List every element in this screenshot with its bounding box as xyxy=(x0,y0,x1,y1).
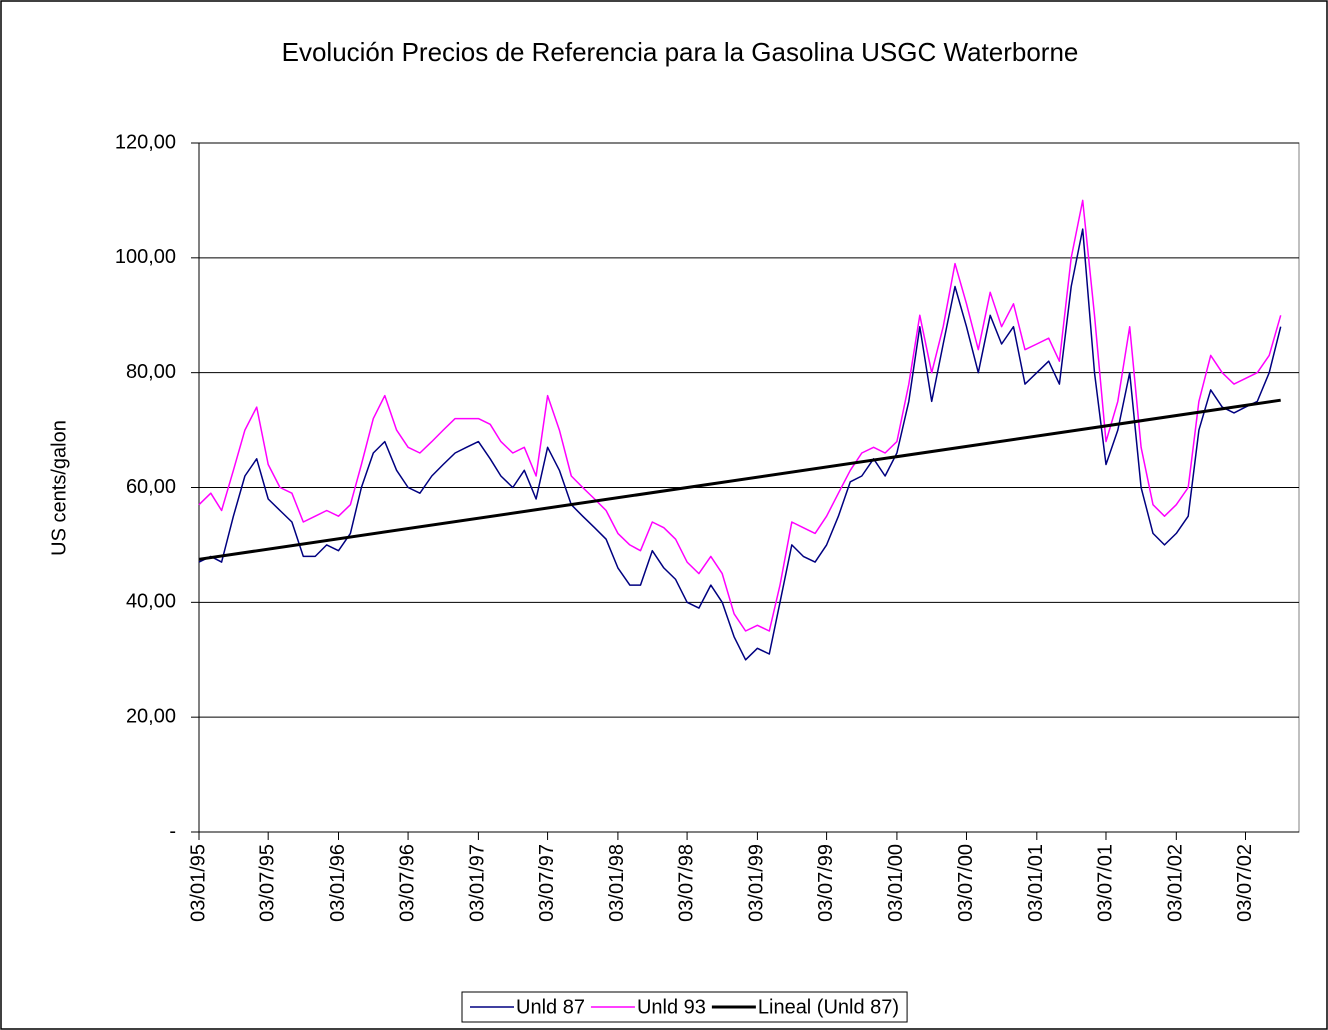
legend-box xyxy=(461,991,908,1023)
x-tick-label: 03/01/00 xyxy=(885,844,907,922)
y-tick-label: 120,00 xyxy=(115,131,176,153)
x-tick-label: 03/01/95 xyxy=(187,844,209,922)
x-tick-label: 03/07/95 xyxy=(256,844,278,922)
legend-label: Unld 87 xyxy=(516,996,585,1018)
x-tick-label: 03/01/02 xyxy=(1165,844,1187,922)
x-tick-label: 03/07/99 xyxy=(815,844,837,922)
x-tick-label: 03/01/01 xyxy=(1025,844,1047,922)
y-tick-label: 60,00 xyxy=(126,476,176,498)
series-line xyxy=(198,199,1282,632)
y-tick-label: 20,00 xyxy=(126,705,176,727)
legend-label: Lineal (Unld 87) xyxy=(758,996,899,1018)
x-tick-label: 03/07/02 xyxy=(1234,844,1256,922)
legend-label: Unld 93 xyxy=(637,996,706,1018)
y-tick-label: - xyxy=(169,820,176,842)
series-line xyxy=(198,228,1282,661)
y-tick-label: 100,00 xyxy=(115,246,176,268)
x-tick-label: 03/07/97 xyxy=(536,844,558,922)
x-tick-label: 03/07/01 xyxy=(1094,844,1116,922)
legend: Unld 87 Unld 93 Lineal (Unld 87) xyxy=(461,991,908,1023)
x-tick-label: 03/01/96 xyxy=(327,844,349,922)
chart-title: Evolución Precios de Referencia para la … xyxy=(282,37,1079,67)
x-tick-label: 03/01/98 xyxy=(606,844,628,922)
x-tick-label: 03/07/96 xyxy=(396,844,418,922)
x-tick-label: 03/01/97 xyxy=(467,844,489,922)
series-line xyxy=(198,398,1281,561)
y-axis-title: US cents/galon xyxy=(48,420,70,556)
y-tick-label: 80,00 xyxy=(126,361,176,383)
y-tick-label: 40,00 xyxy=(126,591,176,613)
x-tick-label: 03/07/98 xyxy=(675,844,697,922)
x-tick-label: 03/01/99 xyxy=(746,844,768,922)
x-tick-label: 03/07/00 xyxy=(955,844,977,922)
